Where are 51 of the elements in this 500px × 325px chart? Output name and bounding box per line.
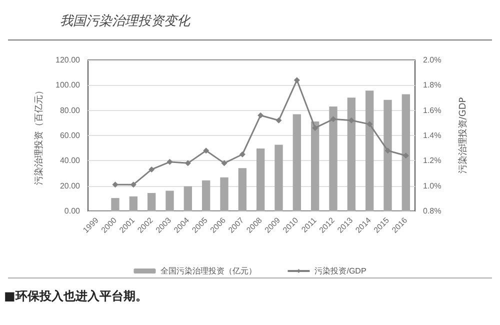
y2-tick-label: 1.2% (423, 156, 442, 166)
point (402, 152, 409, 159)
bar (184, 186, 192, 211)
bar (238, 168, 247, 211)
bar (274, 144, 283, 211)
point (148, 166, 155, 172)
bar (402, 94, 410, 211)
y2-tick-label: 1.4% (423, 131, 442, 140)
bar (147, 193, 156, 211)
y2-tick-label: 1.8% (423, 80, 442, 90)
bar (129, 196, 138, 211)
point (184, 160, 191, 166)
bar (202, 180, 210, 211)
y2-tick-label: 0.8% (423, 206, 442, 216)
bar (292, 114, 302, 211)
point (112, 182, 118, 188)
y-tick-label: 100.00 (56, 80, 81, 90)
bar (111, 198, 120, 211)
chart-title: 我国污染治理投资变化 (60, 14, 191, 29)
point (166, 158, 173, 165)
bar (347, 98, 356, 211)
bar (256, 148, 265, 211)
point (312, 124, 318, 131)
point (294, 77, 300, 84)
y-tick-label: 40.00 (60, 156, 81, 166)
y2-tick-label: 2.0% (423, 56, 442, 64)
point (276, 117, 282, 124)
y2-tick-label: 1.0% (423, 181, 442, 190)
point (258, 112, 264, 118)
y2-axis-title: 污染治理投资/GDP (458, 96, 468, 174)
bar (220, 177, 228, 211)
y2-tick-label: 1.6% (423, 106, 442, 115)
bar (384, 100, 392, 211)
point (366, 121, 373, 128)
bar (166, 190, 174, 211)
point (239, 151, 246, 158)
point (384, 148, 391, 154)
y-tick-label: 80.00 (60, 106, 81, 115)
bar (365, 90, 374, 211)
y-tick-label: 20.00 (60, 181, 81, 190)
point (203, 148, 210, 154)
y-tick-label: 120.00 (56, 56, 81, 64)
y-axis-title: 污染治理投资（百亿元） (34, 86, 44, 185)
bar (329, 106, 338, 211)
y-tick-label: 60.00 (60, 131, 81, 140)
point (221, 160, 228, 166)
legend-label: 污染投资/GDP (314, 266, 366, 276)
legend-label: 全国污染治理投资（亿元） (160, 266, 257, 276)
bar (310, 122, 320, 211)
y-tick-label: 0.00 (64, 206, 81, 216)
text: ■环保投入也进入平台期。 (4, 289, 148, 303)
